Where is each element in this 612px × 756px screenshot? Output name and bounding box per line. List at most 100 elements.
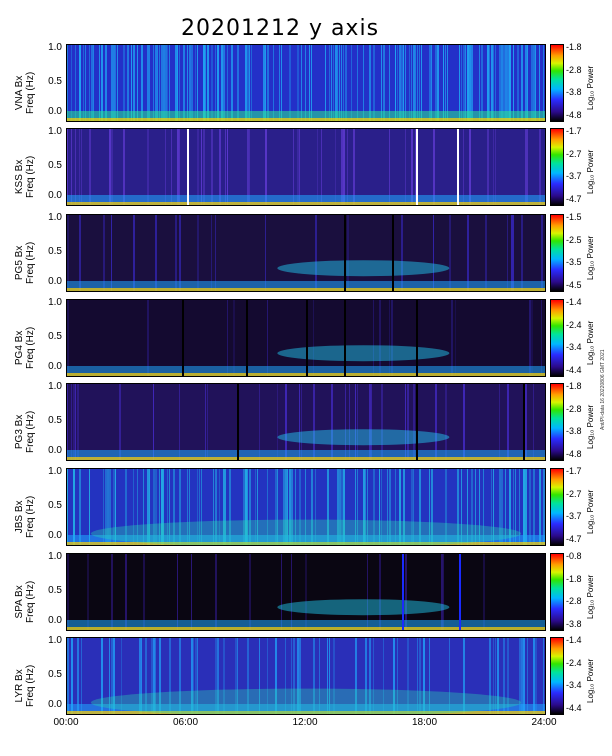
data-gap-line bbox=[344, 300, 346, 376]
data-gap-line bbox=[416, 129, 418, 205]
y-tick-label: 1.0 bbox=[48, 297, 62, 308]
x-tick-label: 12:00 bbox=[292, 717, 318, 728]
x-tick-label: 24:00 bbox=[531, 717, 557, 728]
y-tick-label: 0.0 bbox=[48, 699, 62, 710]
spectrogram-background bbox=[67, 554, 545, 630]
colorbar-tick-label: -2.8 bbox=[566, 64, 582, 75]
data-gap-line bbox=[187, 129, 189, 205]
spectrogram-image bbox=[67, 638, 545, 714]
colorbar-tick-label: -3.8 bbox=[566, 87, 582, 98]
data-gap-line bbox=[182, 300, 184, 376]
colorbar bbox=[550, 128, 564, 206]
spectrogram-plot bbox=[66, 553, 546, 631]
y-tick-label: 1.0 bbox=[48, 212, 62, 223]
colorbar-tick-label: -4.7 bbox=[566, 534, 582, 544]
colorbar-tick-label: -3.4 bbox=[566, 680, 582, 691]
spectrogram-background bbox=[67, 215, 545, 291]
spectrogram-plot bbox=[66, 383, 546, 461]
colorbar-label: Log₁₀ Power bbox=[586, 65, 595, 110]
spectrogram-image bbox=[67, 215, 545, 291]
x-tick-label: 06:00 bbox=[172, 717, 199, 728]
colorbar-tick-label: -4.8 bbox=[566, 449, 582, 459]
spectrogram-texture bbox=[67, 384, 545, 460]
data-gap-line bbox=[237, 384, 239, 460]
spectrogram-texture bbox=[67, 638, 545, 714]
colorbar-label: Log₁₀ Power bbox=[586, 235, 595, 280]
spectrogram-plot bbox=[66, 128, 546, 206]
spectrogram-background bbox=[67, 384, 545, 460]
y-tick-label: 1.0 bbox=[48, 42, 62, 53]
y-tick-label: 1.0 bbox=[48, 466, 62, 477]
colorbar-tick-label: -2.5 bbox=[566, 234, 582, 245]
y-tick-label: 0.5 bbox=[48, 415, 62, 426]
colorbar-tick-label: -2.4 bbox=[566, 657, 582, 668]
colorbar-tick-label: -3.4 bbox=[566, 342, 582, 353]
spectrogram-image bbox=[67, 469, 545, 545]
colorbar-tick-label: -1.7 bbox=[566, 126, 582, 136]
station-label: SPA Bx bbox=[14, 585, 25, 619]
y-tick-label: 0.0 bbox=[48, 276, 62, 287]
spectrogram-plot bbox=[66, 299, 546, 377]
colorbar-tick-label: -2.8 bbox=[566, 596, 582, 607]
data-gap-line bbox=[392, 215, 394, 291]
y-tick-label: 1.0 bbox=[48, 381, 62, 392]
colorbar-tick-label: -2.8 bbox=[566, 403, 582, 414]
spectrogram-texture bbox=[67, 129, 545, 205]
spectrogram-image bbox=[67, 384, 545, 460]
colorbar-tick-label: -1.4 bbox=[566, 297, 582, 307]
y-tick-label: 0.0 bbox=[48, 615, 62, 626]
page-title: 20201212 y axis bbox=[180, 16, 380, 41]
y-tick-label: 0.0 bbox=[48, 361, 62, 372]
colorbar-label: Log₁₀ Power bbox=[586, 658, 595, 703]
spectrogram-background bbox=[67, 638, 545, 714]
colorbar bbox=[550, 637, 564, 715]
colorbar bbox=[550, 383, 564, 461]
spectrogram-plot bbox=[66, 468, 546, 546]
spectrogram-plot bbox=[66, 214, 546, 292]
colorbar-label: Log₁₀ Power bbox=[586, 489, 595, 534]
colorbar-tick-label: -4.7 bbox=[566, 194, 582, 204]
colorbar-tick-label: -4.4 bbox=[566, 703, 582, 713]
y-tick-label: 1.0 bbox=[48, 551, 62, 562]
colorbar-tick-label: -1.8 bbox=[566, 42, 582, 52]
spectrogram-image bbox=[67, 300, 545, 376]
y-tick-label: 0.5 bbox=[48, 585, 62, 596]
y-tick-label: 1.0 bbox=[48, 126, 62, 137]
data-gap-line bbox=[459, 554, 461, 630]
y-tick-label: 1.0 bbox=[48, 635, 62, 646]
colorbar-tick-label: -0.8 bbox=[566, 551, 582, 561]
colorbar-tick-label: -2.7 bbox=[566, 148, 582, 159]
data-gap-line bbox=[416, 384, 418, 460]
station-label: JBS Bx bbox=[14, 500, 25, 534]
y-tick-label: 0.5 bbox=[48, 160, 62, 171]
data-gap-line bbox=[416, 300, 418, 376]
colorbar-label: Log₁₀ Power bbox=[586, 320, 595, 365]
colorbar-tick-label: -4.5 bbox=[566, 280, 582, 290]
x-tick-label: 00:00 bbox=[53, 717, 79, 728]
y-tick-label: 0.5 bbox=[48, 246, 62, 257]
station-label: PG5 Bx bbox=[14, 245, 25, 281]
colorbar-tick-label: -1.4 bbox=[566, 635, 582, 645]
y-tick-label: 0.5 bbox=[48, 331, 62, 342]
station-label: PG4 Bx bbox=[14, 330, 25, 366]
spectrogram-texture bbox=[67, 215, 545, 291]
colorbar-tick-label: -3.8 bbox=[566, 619, 582, 629]
y-tick-label: 0.0 bbox=[48, 190, 62, 201]
spectrogram-background bbox=[67, 129, 545, 205]
colorbar-tick-label: -2.4 bbox=[566, 319, 582, 330]
colorbar-tick-label: -1.8 bbox=[566, 381, 582, 391]
data-gap-line bbox=[457, 129, 459, 205]
station-label: VNA Bx bbox=[14, 75, 25, 111]
data-gap-line bbox=[523, 384, 525, 460]
colorbar bbox=[550, 214, 564, 292]
colorbar bbox=[550, 553, 564, 631]
spectrogram-image bbox=[67, 129, 545, 205]
spectrogram-image bbox=[67, 45, 545, 121]
station-label: KSS Bx bbox=[14, 159, 25, 195]
y-tick-label: 0.0 bbox=[48, 106, 62, 117]
y-tick-label: 0.0 bbox=[48, 445, 62, 456]
colorbar bbox=[550, 299, 564, 377]
colorbar-tick-label: -2.7 bbox=[566, 488, 582, 499]
y-tick-label: 0.5 bbox=[48, 76, 62, 87]
data-gap-line bbox=[344, 215, 346, 291]
